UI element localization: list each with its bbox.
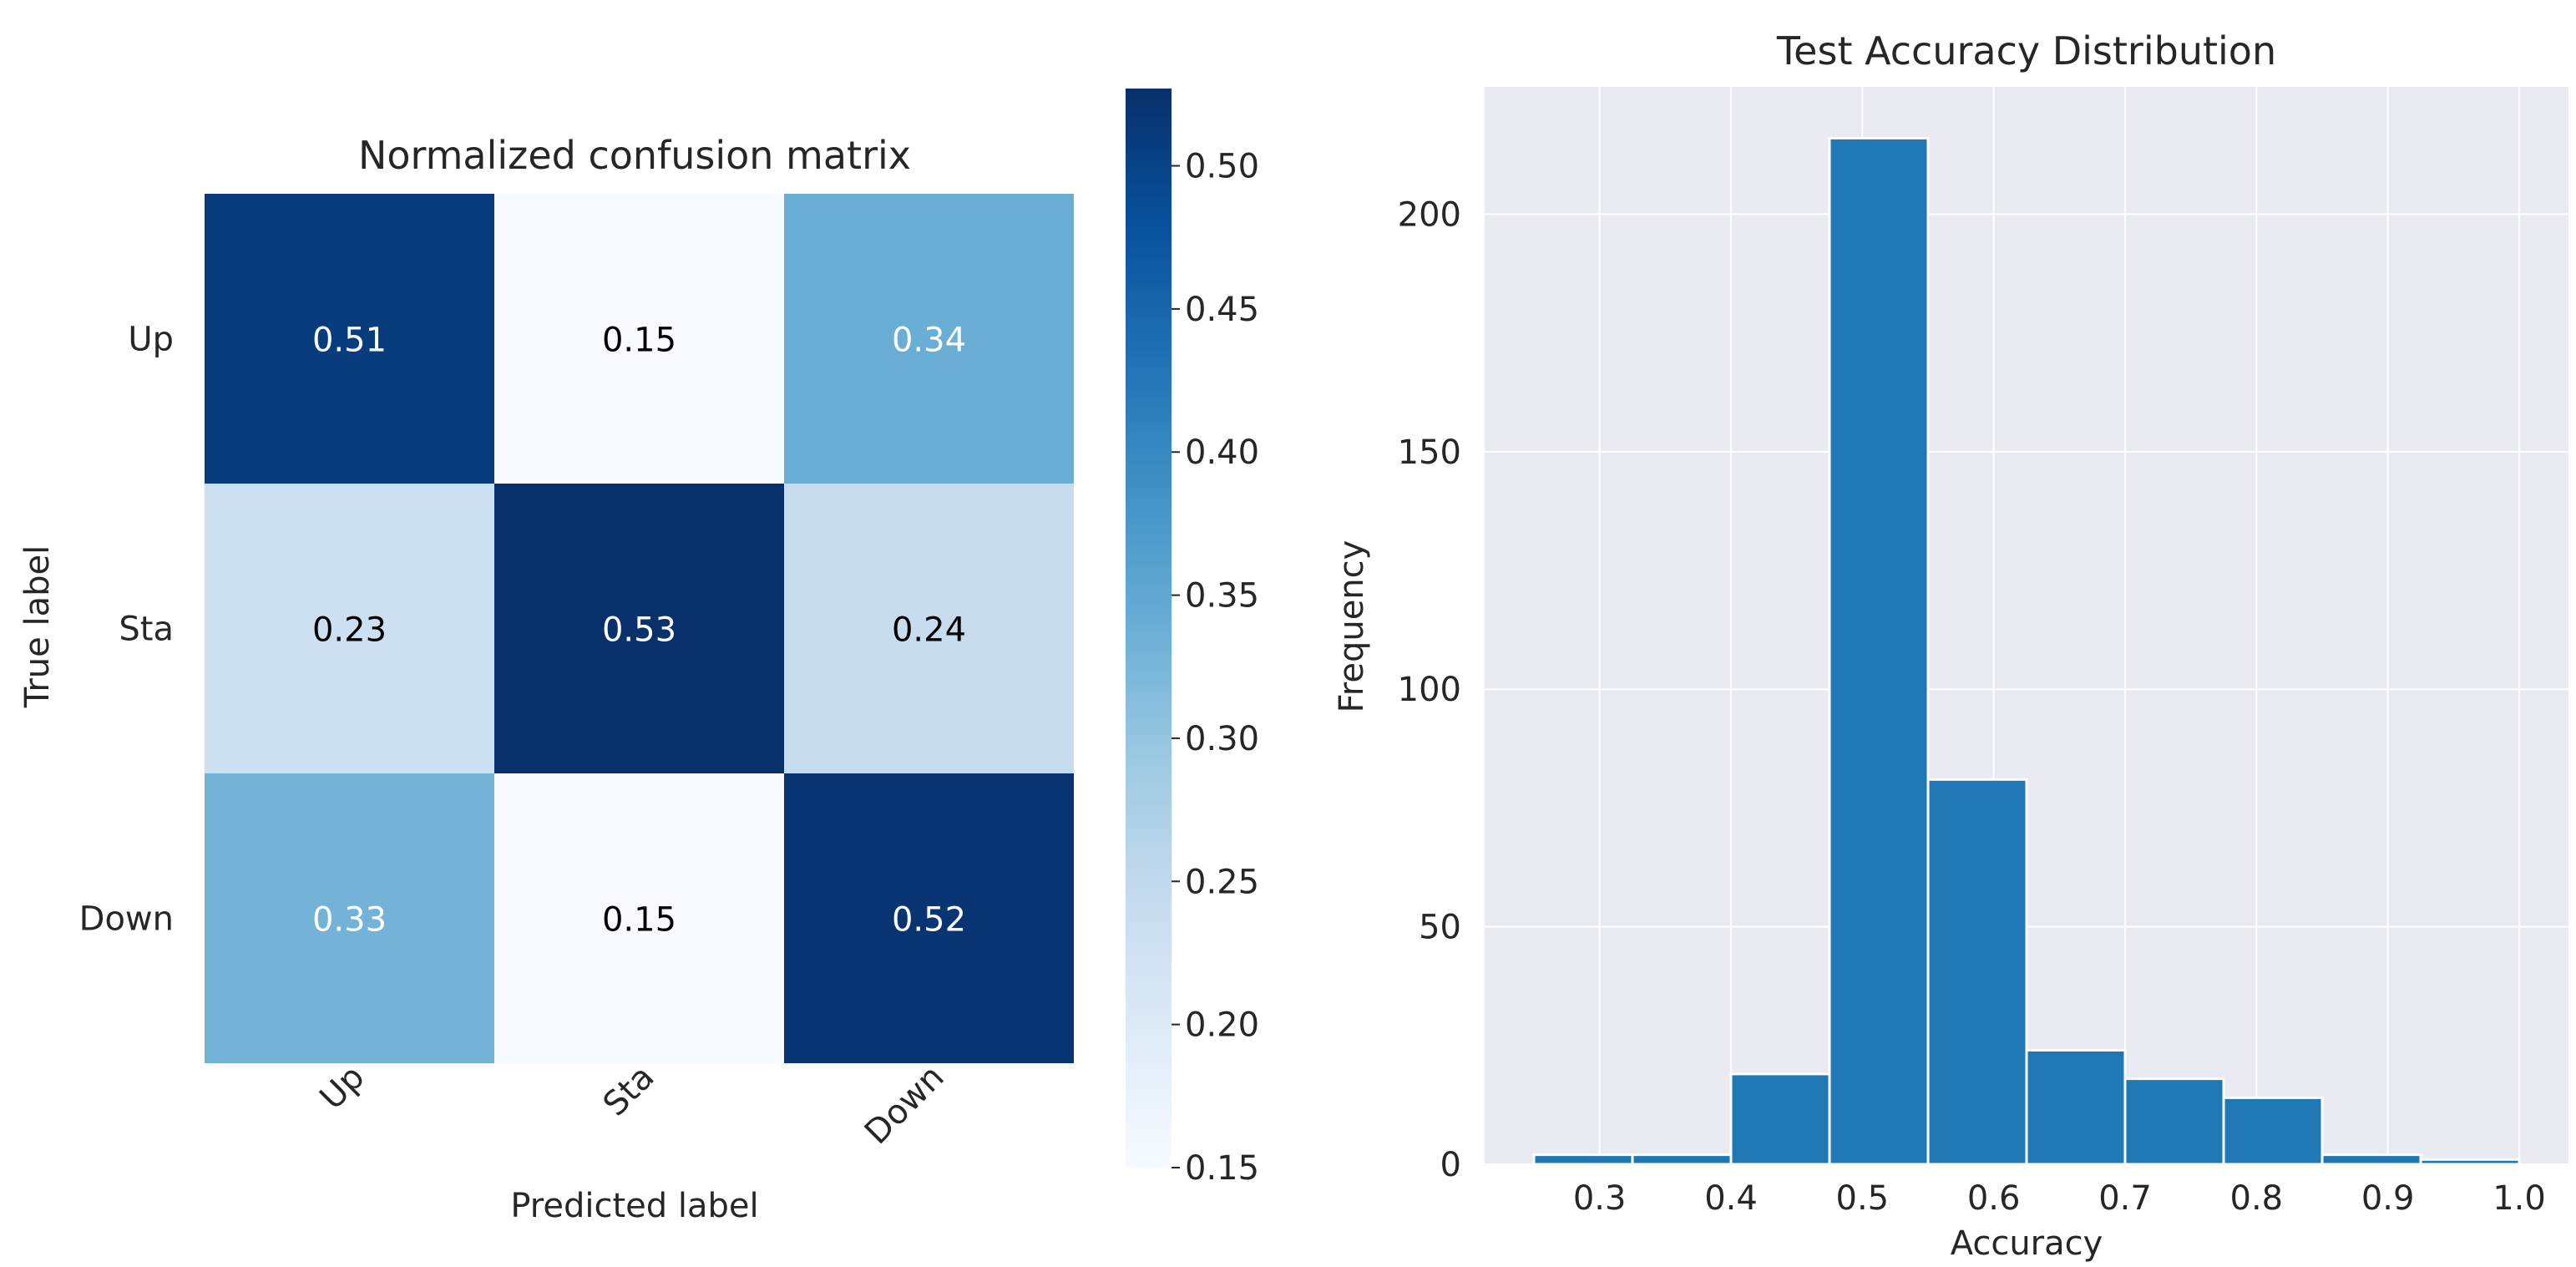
colorbar-tick-label: 0.35 bbox=[1185, 577, 1259, 616]
cm-x-axis-label: Predicted label bbox=[510, 1187, 758, 1225]
hist-bar bbox=[1828, 136, 1930, 1166]
cm-x-tick-label: Up bbox=[312, 1058, 372, 1117]
cm-cell bbox=[205, 773, 494, 1063]
cm-cell-value: 0.51 bbox=[312, 322, 387, 360]
cm-cell-value: 0.33 bbox=[312, 901, 387, 940]
cm-cell-value: 0.34 bbox=[892, 322, 966, 360]
colorbar-tick-label: 0.50 bbox=[1185, 148, 1259, 186]
cm-cell bbox=[494, 484, 784, 773]
hist-title: Test Accuracy Distribution bbox=[1776, 28, 2276, 73]
cm-y-axis-label: True label bbox=[18, 545, 57, 708]
hist-y-tick-label: 200 bbox=[1398, 195, 1461, 234]
hist-bar bbox=[1729, 1072, 1831, 1166]
cm-cell-value: 0.15 bbox=[602, 901, 676, 940]
colorbar-tick-label: 0.30 bbox=[1185, 720, 1259, 758]
hist-bar bbox=[2419, 1158, 2521, 1166]
cm-cell bbox=[494, 773, 784, 1063]
hist-bar bbox=[1926, 778, 2028, 1166]
hist-y-tick-labels: 0 50 100 150 200 bbox=[1398, 195, 1461, 1184]
hist-y-tick-label: 0 bbox=[1440, 1146, 1461, 1184]
hist-bar bbox=[2222, 1096, 2324, 1166]
hist-x-tick-label: 0.8 bbox=[2230, 1179, 2284, 1218]
colorbar: 0.15 0.20 0.25 0.30 0.35 0.40 0.45 0.50 bbox=[1126, 89, 1259, 1188]
cm-cell bbox=[494, 194, 784, 484]
cm-cell bbox=[205, 484, 494, 773]
colorbar-tick-label: 0.40 bbox=[1185, 433, 1259, 472]
cm-cell bbox=[784, 194, 1074, 484]
cm-cell-value: 0.24 bbox=[892, 611, 966, 650]
cm-x-tick-label: Sta bbox=[596, 1058, 662, 1124]
cm-x-tick-labels: Up Sta Down bbox=[312, 1058, 951, 1153]
hist-x-tick-label: 1.0 bbox=[2492, 1179, 2546, 1218]
hist-x-axis-label: Accuracy bbox=[1951, 1224, 2103, 1263]
hist-bar bbox=[2123, 1077, 2225, 1166]
hist-bar bbox=[2320, 1153, 2422, 1166]
hist-y-tick-label: 150 bbox=[1398, 433, 1461, 472]
hist-x-tick-label: 0.4 bbox=[1704, 1179, 1758, 1218]
hist-bars bbox=[1532, 136, 2521, 1166]
cm-cell-value: 0.53 bbox=[602, 611, 676, 650]
cm-y-tick-label: Sta bbox=[119, 611, 174, 649]
cm-cell-value: 0.23 bbox=[312, 611, 387, 650]
hist-bar bbox=[1631, 1153, 1733, 1166]
cm-y-tick-label: Up bbox=[128, 321, 174, 359]
hist-bar bbox=[1532, 1153, 1634, 1166]
hist-x-tick-label: 0.5 bbox=[1836, 1179, 1890, 1218]
cm-cell bbox=[205, 194, 494, 484]
cm-cells: 0.51 0.15 0.34 0.23 0.53 0.24 0.33 0.15 0.52 bbox=[205, 194, 1074, 1063]
colorbar-tick-label: 0.20 bbox=[1185, 1006, 1259, 1045]
cm-y-tick-label: Down bbox=[79, 900, 174, 939]
hist-x-tick-label: 0.7 bbox=[2098, 1179, 2152, 1218]
histogram-panel: Test Accuracy Distribution 0.3 0.4 0.5 0.6 0… bbox=[1333, 28, 2568, 1263]
hist-y-tick-label: 100 bbox=[1398, 671, 1461, 709]
colorbar-tick-label: 0.25 bbox=[1185, 863, 1259, 901]
cm-x-tick-label: Down bbox=[858, 1058, 952, 1153]
hist-y-tick-label: 50 bbox=[1419, 909, 1461, 947]
cm-cell bbox=[784, 773, 1074, 1063]
colorbar-ticks: 0.15 0.20 0.25 0.30 0.35 0.40 0.45 0.50 bbox=[1172, 148, 1259, 1188]
hist-bar bbox=[2025, 1048, 2127, 1166]
colorbar-tick-label: 0.15 bbox=[1185, 1149, 1259, 1188]
hist-x-tick-label: 0.9 bbox=[2361, 1179, 2415, 1218]
hist-x-tick-label: 0.3 bbox=[1573, 1179, 1627, 1218]
cm-title: Normalized confusion matrix bbox=[358, 133, 911, 178]
cm-cell-value: 0.15 bbox=[602, 322, 676, 360]
hist-x-tick-labels: 0.3 0.4 0.5 0.6 0.7 0.8 0.9 1.0 bbox=[1573, 1179, 2546, 1218]
hist-y-axis-label: Frequency bbox=[1333, 540, 1371, 713]
colorbar-gradient bbox=[1126, 89, 1172, 1168]
cm-cell-value: 0.52 bbox=[892, 901, 966, 940]
colorbar-tick-label: 0.45 bbox=[1185, 291, 1259, 329]
cm-y-tick-labels: Up Sta Down bbox=[79, 321, 174, 939]
confusion-matrix-panel: Normalized confusion matrix 0.51 0.15 0.34… bbox=[18, 133, 1074, 1225]
hist-x-tick-label: 0.6 bbox=[1967, 1179, 2021, 1218]
cm-cell bbox=[784, 484, 1074, 773]
